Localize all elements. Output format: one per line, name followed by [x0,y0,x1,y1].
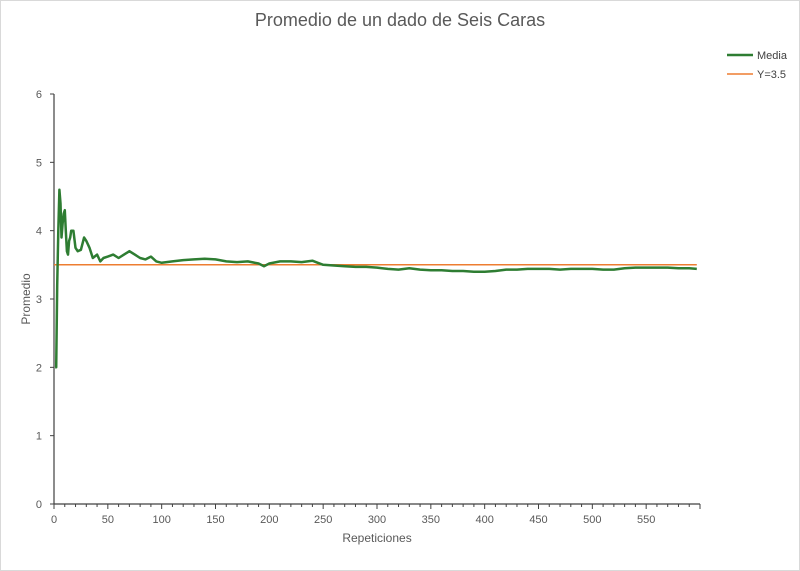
y-axis-title: Promedio [19,273,33,325]
x-tick-label: 150 [206,514,224,526]
series-layer [54,188,697,369]
y-tick-label: 6 [36,89,42,101]
series-line-media [54,188,697,369]
y-tick-label: 2 [36,362,42,374]
x-tick-label: 100 [152,514,170,526]
legend-label: Y=3.5 [757,69,786,81]
x-tick-label: 200 [260,514,278,526]
legend-label: Media [757,50,788,62]
legend: Media Y=3.5 [727,50,788,81]
y-axis: 0 1 2 3 4 5 6 [36,89,55,511]
x-axis: 0 50 100 150 200 250 300 350 400 450 500 550 [51,503,701,526]
y-tick-label: 3 [36,294,42,306]
y-tick-label: 4 [36,226,42,238]
y-tick-label: 0 [36,499,42,511]
x-axis-title: Repeticiones [342,531,411,545]
x-tick-label: 400 [475,514,493,526]
chart-title: Promedio de un dado de Seis Caras [254,10,546,30]
x-tick-label: 250 [314,514,332,526]
x-tick-label: 500 [583,514,601,526]
x-tick-label: 550 [637,514,655,526]
x-tick-label: 0 [51,514,57,526]
y-tick-label: 5 [36,157,42,169]
x-tick-label: 350 [422,514,440,526]
x-tick-label: 50 [102,514,114,526]
y-tick-label: 1 [36,431,42,443]
x-tick-label: 300 [368,514,386,526]
x-tick-label: 450 [529,514,547,526]
